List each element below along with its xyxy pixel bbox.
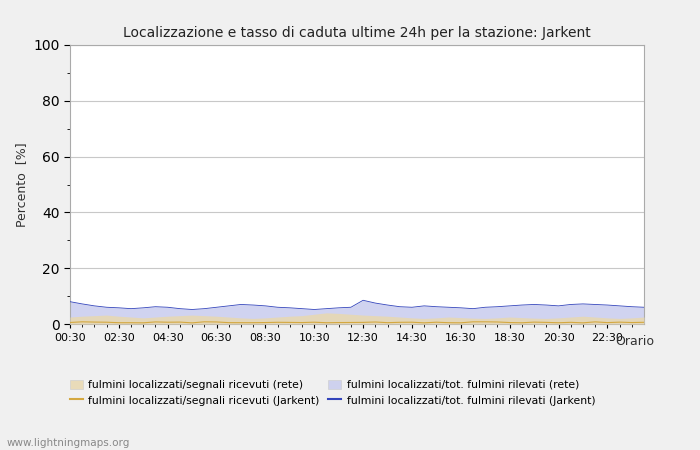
Title: Localizzazione e tasso di caduta ultime 24h per la stazione: Jarkent: Localizzazione e tasso di caduta ultime … xyxy=(123,26,591,40)
Legend: fulmini localizzati/segnali ricevuti (rete), fulmini localizzati/segnali ricevut: fulmini localizzati/segnali ricevuti (re… xyxy=(70,380,595,405)
Y-axis label: Percento  [%]: Percento [%] xyxy=(15,142,28,227)
Text: www.lightningmaps.org: www.lightningmaps.org xyxy=(7,438,130,448)
Text: Orario: Orario xyxy=(615,335,654,348)
